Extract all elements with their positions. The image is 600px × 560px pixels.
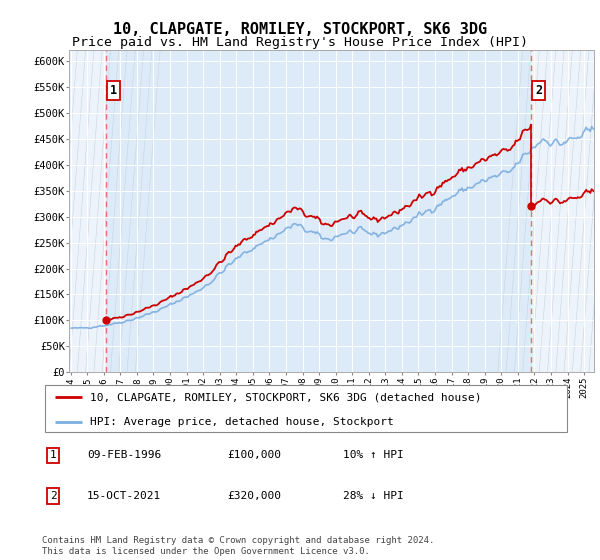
- Text: 10, CLAPGATE, ROMILEY, STOCKPORT, SK6 3DG (detached house): 10, CLAPGATE, ROMILEY, STOCKPORT, SK6 3D…: [89, 392, 481, 402]
- Text: 1: 1: [50, 450, 56, 460]
- Text: Price paid vs. HM Land Registry's House Price Index (HPI): Price paid vs. HM Land Registry's House …: [72, 36, 528, 49]
- Text: £100,000: £100,000: [227, 450, 281, 460]
- Text: Contains HM Land Registry data © Crown copyright and database right 2024.
This d: Contains HM Land Registry data © Crown c…: [42, 536, 434, 556]
- Text: 10, CLAPGATE, ROMILEY, STOCKPORT, SK6 3DG: 10, CLAPGATE, ROMILEY, STOCKPORT, SK6 3D…: [113, 22, 487, 38]
- Text: 28% ↓ HPI: 28% ↓ HPI: [343, 491, 404, 501]
- Text: HPI: Average price, detached house, Stockport: HPI: Average price, detached house, Stoc…: [89, 417, 393, 427]
- Text: 15-OCT-2021: 15-OCT-2021: [87, 491, 161, 501]
- Text: 2: 2: [50, 491, 56, 501]
- Text: 1: 1: [110, 84, 117, 97]
- Text: £320,000: £320,000: [227, 491, 281, 501]
- Text: 10% ↑ HPI: 10% ↑ HPI: [343, 450, 404, 460]
- FancyBboxPatch shape: [44, 385, 568, 432]
- Text: 09-FEB-1996: 09-FEB-1996: [87, 450, 161, 460]
- Text: 2: 2: [535, 84, 542, 97]
